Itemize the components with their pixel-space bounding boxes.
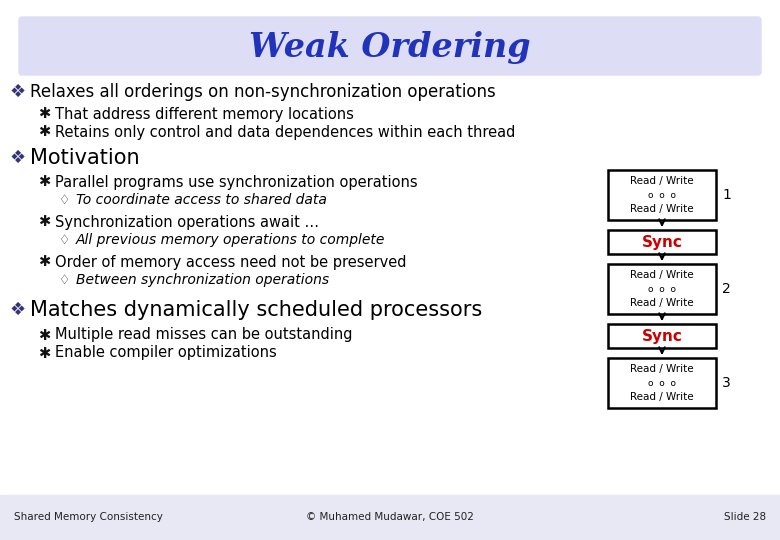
Text: ♢: ♢ — [59, 273, 71, 287]
Text: ❖: ❖ — [10, 83, 26, 101]
Text: o  o  o: o o o — [648, 379, 676, 388]
Text: Read / Write: Read / Write — [630, 176, 694, 186]
Text: Slide 28: Slide 28 — [724, 512, 766, 522]
Text: ✱: ✱ — [38, 106, 50, 122]
Text: ✱: ✱ — [38, 174, 50, 190]
Text: That address different memory locations: That address different memory locations — [55, 106, 354, 122]
Text: To coordinate access to shared data: To coordinate access to shared data — [76, 193, 327, 207]
Text: ✱: ✱ — [38, 346, 50, 361]
Text: ✱: ✱ — [38, 214, 50, 230]
Text: Enable compiler optimizations: Enable compiler optimizations — [55, 346, 277, 361]
FancyBboxPatch shape — [608, 358, 716, 408]
Text: © Muhamed Mudawar, COE 502: © Muhamed Mudawar, COE 502 — [306, 512, 474, 522]
Text: o  o  o: o o o — [648, 191, 676, 199]
FancyBboxPatch shape — [0, 495, 780, 540]
Text: Read / Write: Read / Write — [630, 298, 694, 308]
Text: Sync: Sync — [642, 328, 682, 343]
Text: Read / Write: Read / Write — [630, 392, 694, 402]
FancyBboxPatch shape — [608, 230, 716, 254]
Text: 3: 3 — [722, 376, 731, 390]
Text: ♢: ♢ — [59, 193, 71, 206]
FancyBboxPatch shape — [19, 17, 761, 75]
Text: Retains only control and data dependences within each thread: Retains only control and data dependence… — [55, 125, 516, 139]
Text: Synchronization operations await …: Synchronization operations await … — [55, 214, 319, 230]
Text: Shared Memory Consistency: Shared Memory Consistency — [14, 512, 163, 522]
Text: All previous memory operations to complete: All previous memory operations to comple… — [76, 233, 385, 247]
FancyBboxPatch shape — [608, 170, 716, 220]
Text: Between synchronization operations: Between synchronization operations — [76, 273, 329, 287]
Text: ✱: ✱ — [38, 327, 50, 342]
FancyBboxPatch shape — [608, 324, 716, 348]
Text: ❖: ❖ — [10, 301, 26, 319]
Text: Relaxes all orderings on non-synchronization operations: Relaxes all orderings on non-synchroniza… — [30, 83, 496, 101]
Text: 2: 2 — [722, 282, 731, 296]
Text: ✱: ✱ — [38, 125, 50, 139]
Text: Sync: Sync — [642, 234, 682, 249]
Text: Read / Write: Read / Write — [630, 204, 694, 214]
Text: o  o  o: o o o — [648, 285, 676, 294]
Text: Order of memory access need not be preserved: Order of memory access need not be prese… — [55, 254, 406, 269]
Text: ♢: ♢ — [59, 233, 71, 246]
Text: ❖: ❖ — [10, 149, 26, 167]
Text: Weak Ordering: Weak Ordering — [249, 30, 531, 64]
Text: Read / Write: Read / Write — [630, 364, 694, 374]
Text: Parallel programs use synchronization operations: Parallel programs use synchronization op… — [55, 174, 417, 190]
Text: Multiple read misses can be outstanding: Multiple read misses can be outstanding — [55, 327, 353, 342]
Text: Matches dynamically scheduled processors: Matches dynamically scheduled processors — [30, 300, 482, 320]
Text: Motivation: Motivation — [30, 148, 140, 168]
Text: Read / Write: Read / Write — [630, 270, 694, 280]
Text: ✱: ✱ — [38, 254, 50, 269]
FancyBboxPatch shape — [608, 264, 716, 314]
Text: 1: 1 — [722, 188, 731, 202]
